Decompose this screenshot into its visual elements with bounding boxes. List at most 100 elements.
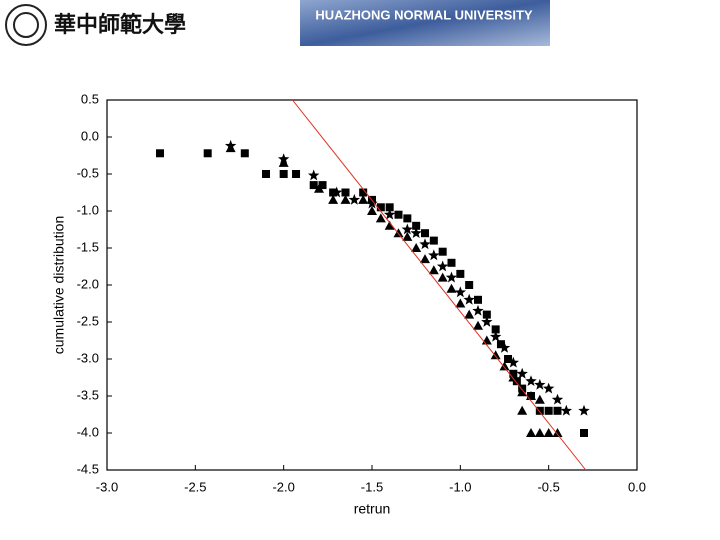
x-tick-label: 0.0 (628, 479, 646, 494)
star-marker (454, 286, 467, 298)
triangle-marker (499, 361, 510, 371)
star-marker (463, 293, 475, 305)
square-marker (385, 203, 394, 212)
triangle-marker (446, 283, 457, 293)
star-marker (366, 197, 378, 209)
star-marker (428, 249, 440, 261)
triangle-marker (367, 206, 377, 215)
triangle-marker (278, 157, 289, 167)
square-marker (553, 406, 562, 415)
star-marker (551, 393, 564, 405)
square-marker (429, 236, 438, 245)
y-tick-label: -1.5 (77, 239, 99, 254)
x-tick-label: -1.0 (449, 479, 471, 494)
header: 華中師範大學 HUAZHONG NORMAL UNIVERSITY (5, 0, 550, 46)
triangle-marker (508, 372, 519, 382)
triangle-marker (384, 220, 395, 230)
star-marker (307, 169, 320, 181)
triangle-marker (490, 350, 501, 360)
triangle-marker (402, 231, 413, 241)
triangle-marker (328, 194, 339, 204)
square-marker (496, 340, 505, 349)
triangle-marker (517, 387, 528, 397)
square-marker (580, 429, 588, 437)
square-marker (438, 247, 447, 256)
square-marker (309, 181, 318, 190)
square-marker (447, 258, 456, 267)
star-marker (525, 375, 537, 387)
triangle-marker (526, 428, 536, 437)
x-tick-label: -3.0 (96, 479, 118, 494)
triangle-marker (314, 183, 324, 193)
y-tick-label: -4.5 (77, 461, 99, 476)
star-marker (410, 227, 422, 239)
star-marker (542, 382, 555, 394)
y-tick-label: -3.5 (77, 387, 99, 402)
square-marker (240, 149, 249, 158)
square-marker (279, 170, 288, 178)
star-marker (472, 304, 484, 316)
triangle-marker (534, 394, 545, 404)
y-tick-label: -4.0 (77, 424, 99, 439)
square-marker (359, 188, 368, 197)
star-marker (445, 271, 458, 283)
y-axis-label: cumulative distribution (51, 216, 67, 355)
y-tick-label: -2.5 (77, 313, 99, 328)
triangle-marker (428, 265, 439, 275)
logo-inner (13, 12, 39, 38)
square-marker (421, 229, 429, 238)
star-marker (419, 238, 431, 250)
triangle-marker (543, 428, 554, 437)
y-tick-label: -1.0 (77, 202, 99, 217)
square-marker (318, 181, 327, 190)
square-marker (535, 406, 544, 415)
school-name: 華中師範大學 (54, 12, 186, 38)
y-tick-label: -2.0 (77, 276, 99, 291)
square-marker (491, 325, 500, 334)
star-marker (277, 153, 290, 165)
star-marker (330, 186, 343, 198)
square-marker (474, 295, 482, 304)
square-marker (482, 310, 491, 319)
square-marker (544, 406, 553, 415)
square-marker (403, 214, 412, 223)
triangle-marker (464, 309, 475, 319)
square-marker (262, 170, 270, 178)
y-tick-label: -0.5 (77, 165, 99, 180)
y-tick-label: -3.0 (77, 350, 99, 365)
fit-line (292, 99, 587, 471)
star-marker (489, 330, 502, 342)
triangle-marker (455, 298, 466, 308)
square-marker (341, 188, 350, 197)
triangle-marker (420, 254, 430, 264)
x-tick-label: -0.5 (537, 479, 559, 494)
triangle-marker (534, 428, 545, 437)
star-marker (383, 208, 396, 220)
star-marker (507, 356, 520, 368)
x-tick-label: -2.0 (272, 479, 294, 494)
square-marker (394, 210, 403, 219)
y-tick-label: 0.0 (81, 128, 99, 143)
triangle-marker (517, 405, 528, 415)
star-marker (516, 367, 528, 379)
square-marker (329, 188, 338, 197)
logo (5, 4, 47, 46)
star-marker (578, 404, 590, 416)
square-marker (376, 203, 385, 212)
star-marker (481, 316, 493, 327)
triangle-marker (375, 213, 386, 223)
square-marker (292, 170, 301, 178)
square-marker (465, 281, 474, 289)
star-marker (401, 223, 414, 235)
square-marker (203, 149, 212, 158)
star-marker (348, 193, 361, 205)
star-marker (224, 139, 237, 151)
triangle-marker (340, 194, 351, 204)
x-tick-label: -1.5 (361, 479, 383, 494)
banner-text: HUAZHONG NORMAL UNIVERSITY (315, 7, 532, 22)
star-marker (560, 404, 573, 416)
triangle-marker (411, 243, 422, 252)
y-tick-label: 0.5 (81, 91, 99, 106)
square-marker (412, 221, 421, 230)
